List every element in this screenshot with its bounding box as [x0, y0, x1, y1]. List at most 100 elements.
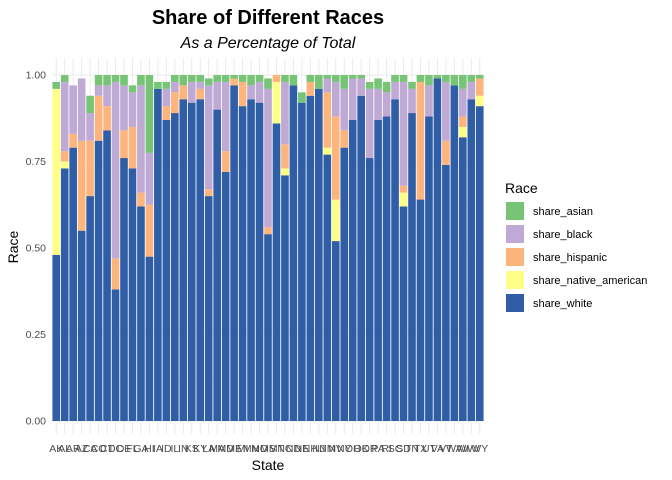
x-tick-label: VA: [431, 443, 444, 455]
bar-segment-share-black: [69, 85, 77, 134]
bar-segment-share-white: [145, 256, 154, 421]
bar-segment-share-asian: [331, 75, 340, 82]
bar-segment-share-white: [459, 137, 467, 421]
bar-segment-share-asian: [475, 75, 484, 79]
bar-segment-share-black: [459, 88, 467, 117]
bar-segment-share-white: [281, 175, 289, 421]
bar-segment-share-hispanic: [94, 95, 103, 141]
bar-segment-share-asian: [442, 75, 450, 82]
bar-segment-share-asian: [264, 78, 272, 89]
x-axis-title: State: [252, 457, 285, 473]
bar-segment-share-black: [111, 81, 120, 259]
bar-segment-share-white: [196, 99, 205, 421]
bar-segment-share-black: [348, 78, 357, 120]
bar-segment-share-white: [365, 158, 374, 422]
legend-label: share_native_american: [533, 275, 647, 287]
bar-segment-share-black: [221, 81, 230, 152]
bar-segment-share-asian: [213, 75, 221, 82]
bar-segment-share-black: [391, 81, 399, 100]
legend: Race share_asian share_black share_hispani…: [505, 180, 647, 312]
x-tick-label: NY: [337, 443, 352, 455]
bar-segment-share-white: [348, 119, 357, 421]
x-tick-label: TN: [405, 443, 419, 455]
bar-segment-share-asian: [374, 78, 382, 89]
bar-segment-share-native-american: [399, 192, 408, 207]
bar-segment-share-white: [323, 154, 332, 421]
bar-segment-share-asian: [221, 75, 230, 82]
bar-segment-share-hispanic: [128, 126, 137, 169]
x-tick-label: MD: [217, 443, 234, 455]
bar-segment-share-native-american: [272, 81, 281, 124]
bar-segment-share-hispanic: [60, 151, 69, 162]
bar-segment-share-black: [247, 85, 255, 100]
y-axis-title: Race: [5, 230, 21, 263]
bar-segment-share-asian: [103, 75, 111, 86]
y-tick-label: 0.00: [26, 416, 47, 428]
chart-subtitle: As a Percentage of Total: [180, 35, 356, 52]
bar-segment-share-hispanic: [340, 130, 349, 148]
bar-segment-share-white: [425, 116, 433, 422]
x-tick-label: WY: [471, 443, 488, 455]
bar-segment-share-asian: [60, 75, 69, 82]
bar-segment-share-white: [171, 113, 179, 421]
x-tick-label: MT: [269, 443, 285, 455]
x-tick-label: MO: [251, 443, 268, 455]
x-tick-label: DC: [108, 443, 124, 455]
x-tick-label: AZ: [75, 443, 89, 455]
bar-segment-share-black: [264, 88, 272, 228]
x-tick-label: IA: [153, 443, 163, 455]
bar-segment-share-black: [408, 88, 416, 114]
y-tick-label: 0.50: [26, 243, 47, 255]
bar-segment-share-hispanic: [196, 88, 205, 100]
x-tick-label: NM: [319, 443, 335, 455]
bar-segment-share-asian: [348, 75, 357, 79]
bar-segment-share-white: [221, 171, 230, 421]
bar-segment-share-hispanic: [137, 192, 145, 207]
bar-segment-share-hispanic: [281, 144, 289, 169]
bar-segment-share-white: [391, 99, 399, 421]
bar-segment-share-white: [128, 168, 137, 421]
bar-segment-share-white: [162, 119, 171, 421]
x-tick-label: IL: [170, 443, 179, 455]
bar-segment-share-hispanic: [475, 78, 484, 96]
bar-segment-share-black: [255, 81, 264, 103]
bar-segment-share-black: [323, 78, 332, 93]
bar-segment-share-hispanic: [111, 258, 120, 290]
bar-segment-share-hispanic: [171, 92, 179, 114]
bar-segment-share-asian: [154, 81, 162, 89]
bar-segment-share-black: [425, 85, 433, 117]
bar-segment-share-asian: [416, 75, 425, 82]
bar-segment-share-hispanic: [323, 92, 332, 148]
x-tick-label: ID: [161, 443, 172, 455]
bar-segment-share-white: [306, 95, 315, 421]
bar-segment-share-hispanic: [162, 106, 171, 120]
x-tick-label: ND: [286, 443, 302, 455]
bar-segment-share-native-american: [459, 126, 467, 138]
bar-segment-share-asian: [137, 75, 145, 86]
bar-segment-share-hispanic: [416, 81, 425, 200]
x-tick-label: DE: [117, 443, 132, 455]
bar-segment-share-white: [69, 147, 77, 421]
bar-segment-share-white: [408, 113, 416, 421]
x-tick-label: MI: [237, 443, 249, 455]
bar-segment-share-asian: [145, 75, 154, 153]
legend-key-share-hispanic: [506, 248, 524, 266]
bar-segment-share-native-american: [331, 199, 340, 242]
bar-segment-share-black: [187, 81, 196, 103]
bar-segment-share-native-american: [323, 147, 332, 155]
x-tick-label: PA: [372, 443, 385, 455]
bar-segment-share-asian: [179, 75, 188, 86]
bar-segment-share-asian: [52, 81, 61, 89]
bar-segment-share-hispanic: [230, 78, 238, 86]
bar-segment-share-asian: [323, 75, 332, 79]
bar-segment-share-black: [137, 85, 145, 193]
x-tick-label: WA: [446, 443, 463, 455]
x-tick-label: MS: [260, 443, 276, 455]
bar-segment-share-white: [77, 230, 86, 421]
bar-segment-share-asian: [357, 75, 365, 79]
bar-segment-share-white: [399, 206, 408, 421]
legend-label: share_hispanic: [533, 252, 607, 264]
bar-segment-share-white: [467, 99, 476, 421]
plot-area: 0.00 0.25 0.50 0.75 1.00 AKALARAZCACOCTDCDEFL…: [26, 58, 488, 455]
